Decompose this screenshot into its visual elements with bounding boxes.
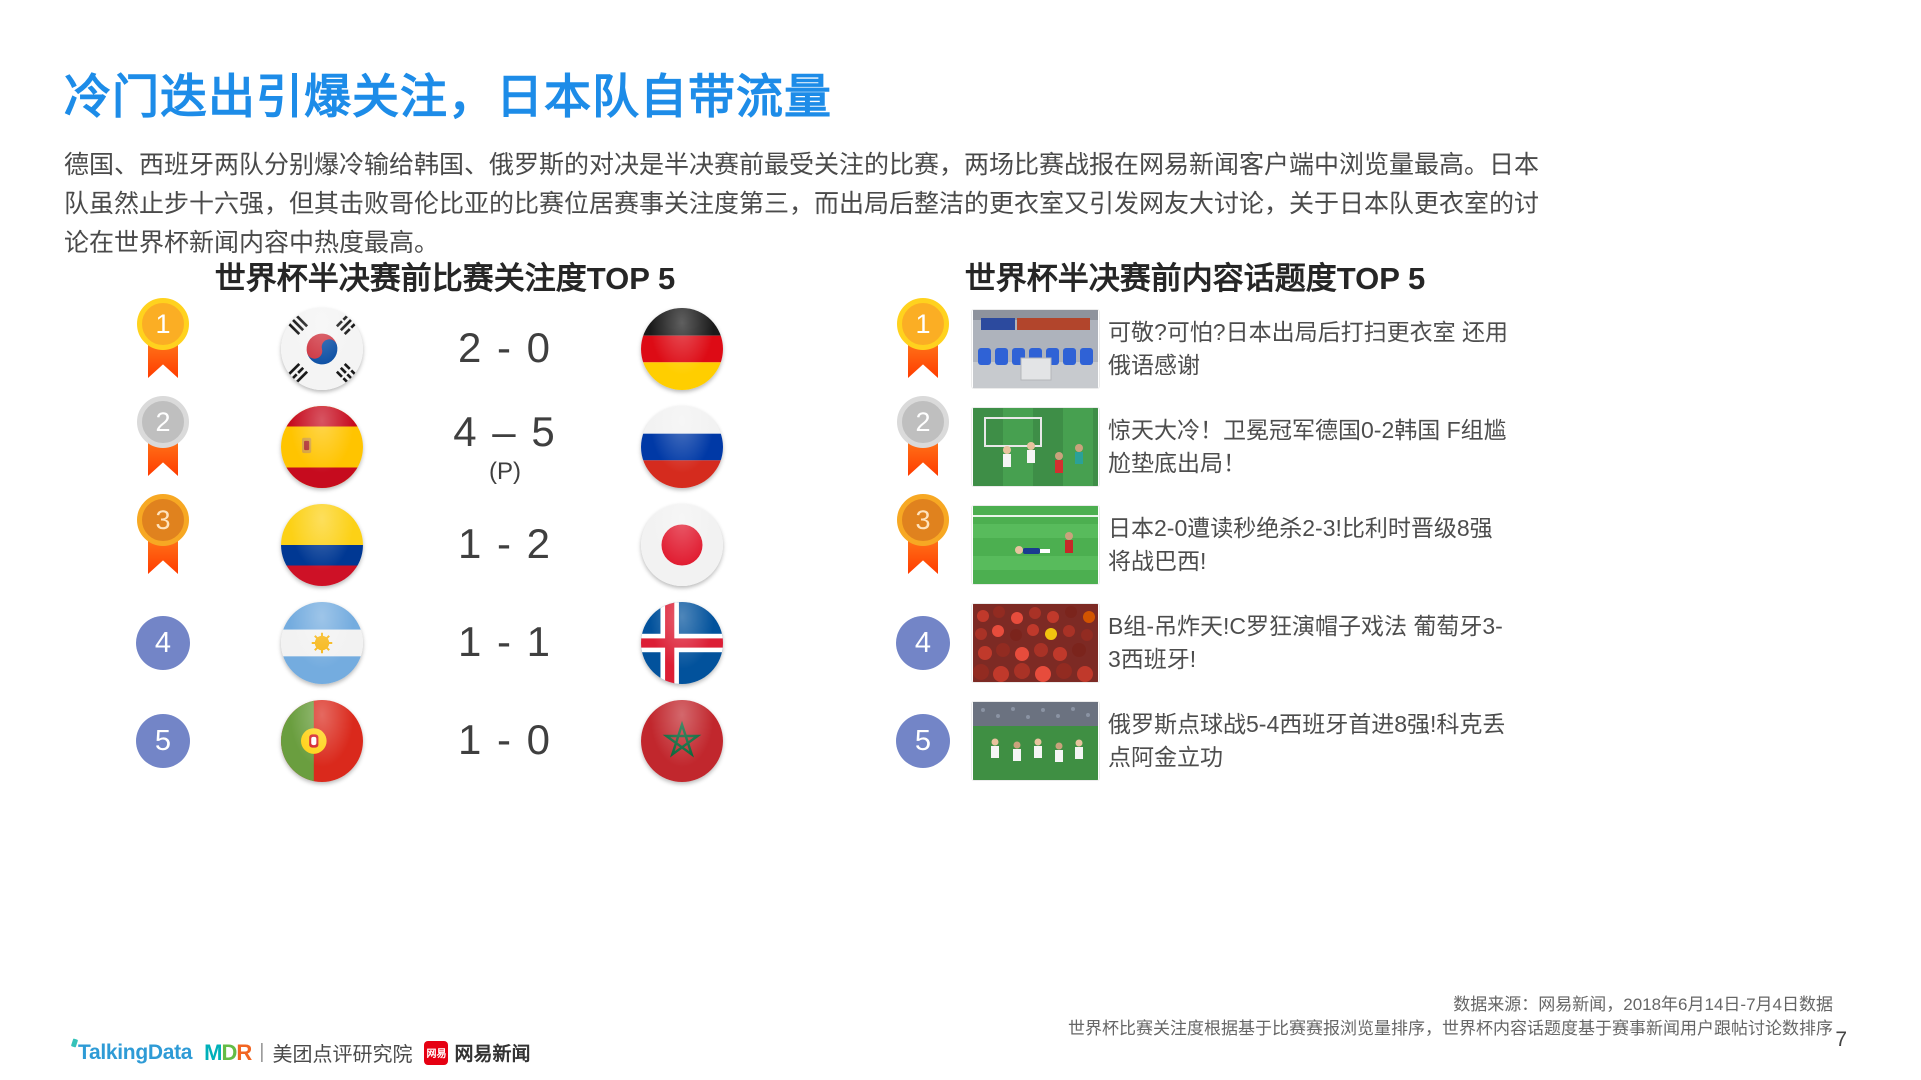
match-score: 1 - 2: [457, 520, 553, 567]
flag-south-korea-icon: [281, 308, 363, 390]
meituan-dianping-institute-logo: 美团点评研究院: [272, 1044, 413, 1066]
rank-1-medal-icon: 1: [135, 298, 191, 384]
table-row: 2 4 – 5 (P): [120, 396, 780, 496]
flag-germany-icon: [641, 308, 723, 390]
thumbnail-portugal-spain-fans: [972, 604, 1099, 682]
rank-1-medal-icon: 1: [895, 298, 951, 384]
flag-russia-icon: [641, 406, 723, 488]
thumbnail-japan-belgium-match: [972, 506, 1099, 584]
penalty-note: (P): [489, 458, 521, 485]
table-row: 3 1 - 2: [120, 494, 780, 594]
data-source-note: 数据来源：网易新闻，2018年6月14日-7月4日数据 世界杯比赛关注度根据基于…: [1068, 993, 1833, 1041]
rank-5-badge: 5: [136, 714, 190, 768]
flag-colombia-icon: [281, 504, 363, 586]
table-row: 3 日本2-0遭读秒绝: [880, 494, 1880, 594]
talkingdata-logo: TalkingData: [70, 1037, 192, 1065]
table-row: 5: [880, 692, 1880, 790]
flag-iceland-icon: [641, 602, 723, 684]
page-title: 冷门迭出引爆关注，日本队自带流量: [64, 70, 832, 123]
thumbnail-russia-spain-penalties: [972, 702, 1099, 780]
flag-portugal-icon: [281, 700, 363, 782]
topic-headline: B组-吊炸天!C罗狂演帽子戏法 葡萄牙3-3西班牙!: [1108, 613, 1503, 672]
topic-headline: 日本2-0遭读秒绝杀2-3!比利时晋级8强将战巴西!: [1108, 515, 1493, 574]
left-panel-header: 世界杯半决赛前比赛关注度TOP 5: [214, 261, 676, 296]
flag-morocco-icon: [641, 700, 723, 782]
flag-japan-icon: [641, 504, 723, 586]
table-row: 4 1 - 1: [120, 594, 780, 692]
netease-badge-icon: 网易: [424, 1040, 449, 1065]
rank-3-medal-icon: 3: [135, 494, 191, 580]
thumbnail-germany-korea-match: [972, 408, 1099, 486]
rank-5-badge: 5: [896, 714, 950, 768]
match-score: 1 - 0: [457, 716, 553, 763]
match-score: 2 - 0: [457, 324, 553, 371]
intro-paragraph: 德国、西班牙两队分别爆冷输给韩国、俄罗斯的对决是半决赛前最受关注的比赛，两场比赛…: [64, 151, 1540, 257]
topic-headline: 可敬?可怕?日本出局后打扫更衣室 还用俄语感谢: [1108, 319, 1508, 378]
match-attention-table: 1: [120, 298, 780, 790]
footer-logos: TalkingData MDR | 美团点评研究院 网易 网易新闻: [70, 1037, 531, 1067]
right-panel-header: 世界杯半决赛前内容话题度TOP 5: [964, 261, 1426, 296]
match-score: 4 – 5: [453, 408, 557, 455]
rank-4-badge: 4: [896, 616, 950, 670]
page-number: 7: [1835, 1028, 1847, 1051]
logo-separator: |: [259, 1041, 265, 1063]
table-row: 4 B组-吊炸天!C罗狂演帽子戏法 葡萄牙3-3西: [880, 594, 1880, 692]
rank-4-badge: 4: [136, 616, 190, 670]
topic-headline: 惊天大冷！卫冕冠军德国0-2韩国 F组尴尬垫底出局！: [1108, 417, 1507, 476]
table-row: 2: [880, 396, 1880, 496]
mdr-logo: MDR: [204, 1039, 252, 1065]
flag-spain-icon: [281, 406, 363, 488]
source-line-2: 世界杯比赛关注度根据基于比赛赛报浏览量排序，世界杯内容话题度基于赛事新闻用户跟帖…: [1068, 1019, 1833, 1038]
match-score: 1 - 1: [457, 618, 553, 665]
rank-3-medal-icon: 3: [895, 494, 951, 580]
rank-2-medal-icon: 2: [135, 396, 191, 482]
content-topic-table: 1: [880, 298, 1880, 790]
flag-argentina-icon: [281, 602, 363, 684]
table-row: 1: [120, 298, 780, 398]
netease-news-logo: 网易 网易新闻: [424, 1039, 531, 1066]
thumbnail-japan-locker-room: [972, 310, 1099, 388]
rank-2-medal-icon: 2: [895, 396, 951, 482]
source-line-1: 数据来源：网易新闻，2018年6月14日-7月4日数据: [1453, 995, 1833, 1014]
topic-headline: 俄罗斯点球战5-4西班牙首进8强!科克丢点阿金立功: [1108, 711, 1506, 770]
table-row: 1: [880, 298, 1880, 398]
table-row: 5 1 - 0: [120, 692, 780, 790]
